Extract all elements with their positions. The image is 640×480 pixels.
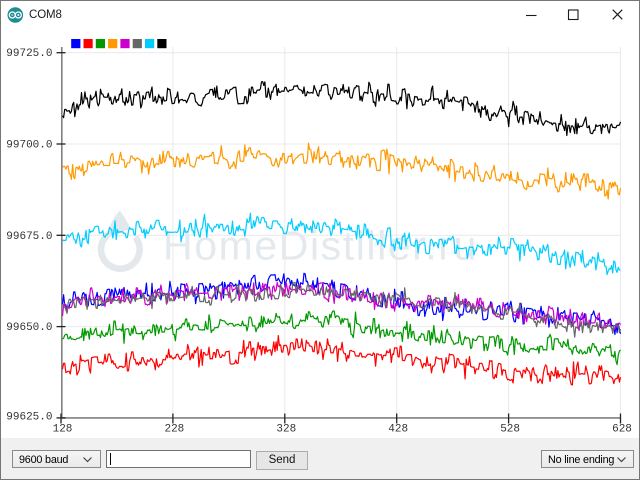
svg-text:128: 128 (53, 424, 73, 436)
svg-text:428: 428 (388, 424, 408, 436)
svg-text:328: 328 (276, 424, 296, 436)
svg-text:99725.0: 99725.0 (6, 48, 52, 60)
svg-text:99625.0: 99625.0 (6, 412, 52, 424)
svg-text:99650.0: 99650.0 (6, 322, 52, 334)
svg-text:628: 628 (612, 424, 632, 436)
svg-text:99675.0: 99675.0 (6, 231, 52, 243)
svg-text:228: 228 (164, 424, 184, 436)
svg-text:99700.0: 99700.0 (6, 140, 52, 152)
svg-text:HomeDistiller.ru: HomeDistiller.ru (163, 223, 478, 269)
svg-text:528: 528 (500, 424, 520, 436)
